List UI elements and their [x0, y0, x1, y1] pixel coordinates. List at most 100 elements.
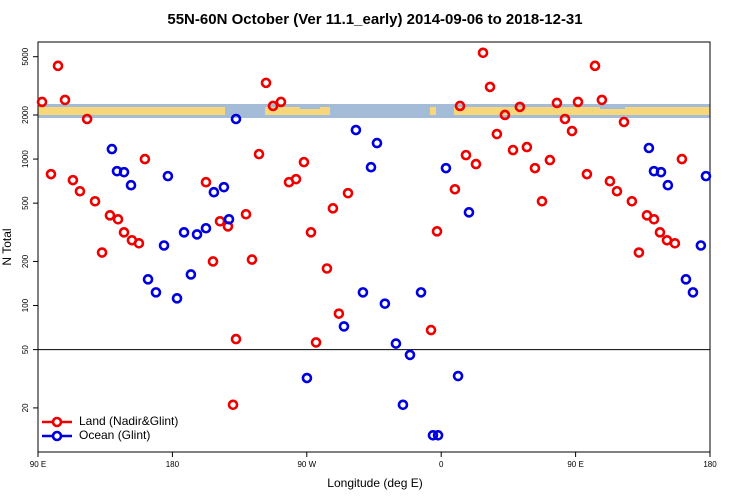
point: [566, 125, 578, 137]
point: [333, 308, 345, 319]
point: [415, 287, 427, 298]
point: [207, 256, 219, 267]
legend-marker: [51, 416, 63, 428]
point: [572, 96, 584, 108]
point: [139, 153, 151, 165]
point: [208, 186, 220, 198]
point: [253, 148, 265, 160]
point: [158, 240, 170, 251]
point: [118, 227, 130, 238]
point: [648, 213, 660, 225]
point: [301, 372, 313, 384]
point: [223, 213, 235, 225]
y-tick-label: 200: [21, 254, 30, 268]
point: [425, 324, 437, 336]
x-tick-label: 90 E: [567, 460, 583, 469]
point: [477, 47, 489, 59]
point: [589, 60, 601, 72]
point: [460, 149, 472, 161]
point: [695, 240, 707, 251]
point: [327, 203, 339, 214]
map-strip: [38, 104, 710, 118]
point: [440, 162, 452, 174]
point: [452, 370, 464, 382]
point: [687, 287, 699, 298]
point: [662, 179, 674, 191]
point: [432, 430, 444, 441]
point: [491, 128, 503, 140]
point: [521, 141, 533, 153]
point: [104, 210, 116, 221]
point: [162, 170, 174, 182]
y-tick-label: 1000: [21, 150, 30, 168]
point: [45, 168, 57, 180]
point: [227, 399, 239, 411]
plot-frame: [37, 41, 711, 453]
y-tick-label: 2000: [21, 106, 30, 124]
point: [338, 321, 350, 332]
point: [260, 77, 272, 89]
point: [669, 238, 681, 249]
point: [321, 263, 333, 274]
point: [178, 227, 190, 238]
point: [581, 168, 593, 180]
point: [74, 185, 86, 197]
point: [427, 430, 439, 441]
point: [626, 195, 638, 207]
point: [185, 269, 197, 280]
y-tick-label: 50: [21, 345, 30, 354]
point: [230, 113, 242, 125]
point: [81, 113, 93, 125]
point: [240, 208, 252, 220]
point: [275, 96, 287, 108]
point: [643, 142, 655, 154]
point: [454, 100, 466, 112]
point: [191, 229, 203, 240]
point: [118, 166, 130, 178]
point: [59, 94, 71, 106]
point: [350, 124, 362, 136]
point: [290, 173, 302, 185]
point: [484, 81, 496, 93]
legend-label: Ocean (Glint): [79, 428, 150, 442]
point: [112, 213, 124, 225]
point: [700, 170, 712, 182]
point: [551, 97, 563, 109]
point: [125, 179, 137, 191]
point: [298, 156, 310, 168]
point: [171, 293, 183, 304]
point: [449, 183, 461, 195]
point: [559, 113, 571, 125]
point: [142, 274, 154, 285]
point: [604, 175, 616, 187]
point: [397, 399, 409, 411]
point: [499, 109, 511, 121]
x-tick-label: 90 E: [30, 460, 46, 469]
point: [342, 187, 354, 199]
point: [36, 96, 48, 108]
legend-label: Land (Nadir&Glint): [79, 414, 178, 428]
point: [529, 162, 541, 174]
point: [676, 153, 688, 165]
point: [67, 174, 79, 186]
point: [463, 207, 475, 218]
point: [618, 116, 630, 128]
point: [305, 227, 317, 238]
point: [404, 349, 416, 361]
x-tick-label: 180: [703, 460, 717, 469]
y-tick-label: 500: [21, 196, 30, 210]
point: [507, 144, 519, 156]
point: [246, 254, 258, 265]
x-tick-label: 180: [166, 460, 180, 469]
x-tick-label: 0: [439, 460, 444, 469]
point: [596, 94, 608, 106]
x-axis-label: Longitude (deg E): [327, 476, 422, 490]
point: [654, 227, 666, 238]
point: [218, 181, 230, 193]
point: [310, 337, 322, 348]
point: [267, 100, 279, 112]
point: [655, 166, 667, 178]
point: [230, 333, 242, 345]
point: [390, 338, 402, 349]
